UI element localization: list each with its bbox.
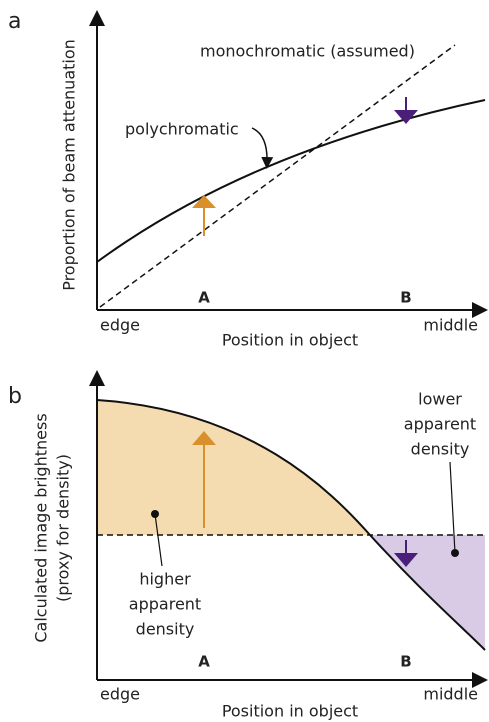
edge-label: edge <box>100 316 140 335</box>
higher-leader <box>154 513 163 567</box>
y-axis-label: Proportion of beam attenuation <box>60 39 79 291</box>
point-a: A <box>198 289 210 307</box>
y-axis-label: (proxy for density) <box>54 454 73 602</box>
lower-label: density <box>411 440 470 459</box>
y-axis-label: Calculated image brightness <box>32 413 51 642</box>
lower-label: apparent <box>404 415 476 434</box>
panel-label: a <box>8 9 21 34</box>
x-axis-label: Position in object <box>222 331 358 350</box>
brightness-curve <box>96 399 486 651</box>
purple-arrow-head <box>394 110 418 124</box>
orange-arrow-head <box>192 195 216 208</box>
monochromatic-line <box>99 44 456 308</box>
point-a: A <box>198 653 210 671</box>
middle-label: middle <box>423 685 478 704</box>
higher-region <box>97 400 370 535</box>
mono-label: monochromatic (assumed) <box>200 42 415 61</box>
x-axis-label: Position in object <box>222 702 358 721</box>
middle-label: middle <box>423 316 478 335</box>
edge-label: edge <box>100 685 140 704</box>
poly-label: polychromatic <box>125 120 239 139</box>
higher-label: apparent <box>129 595 201 614</box>
orange-arrow-head <box>192 431 216 445</box>
point-b: B <box>400 653 411 671</box>
poly-pointer <box>251 127 274 169</box>
point-b: B <box>400 289 411 307</box>
higher-label: density <box>136 620 195 639</box>
higher-label: higher <box>139 570 191 589</box>
lower-label: lower <box>418 390 462 409</box>
purple-arrow-head <box>394 553 418 567</box>
lower-leader <box>449 461 456 554</box>
panel-label: b <box>8 384 22 409</box>
